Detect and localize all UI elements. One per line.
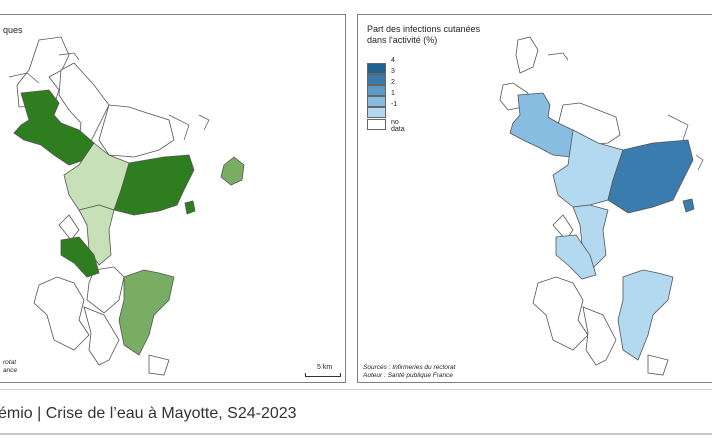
legend-label: 3 — [391, 68, 395, 75]
region-light-strip — [78, 204, 115, 266]
coast-north-top — [8, 72, 40, 84]
region-nodata-southwest — [33, 276, 90, 351]
region-pale-southwest — [555, 234, 597, 280]
coast-peninsula — [547, 52, 569, 61]
legend-swatch — [367, 74, 386, 85]
coast-east — [667, 114, 689, 141]
right-source-line1: Sources : Infirmeries du rectorat — [363, 364, 456, 371]
legend-swatch — [367, 96, 386, 107]
region-dark-southwest — [60, 236, 100, 278]
legend-swatch — [367, 63, 386, 74]
right-map-svg — [499, 36, 704, 376]
region-nodata-west-small — [58, 214, 80, 241]
region-nodata-southeast — [647, 354, 669, 376]
region-medium-islet-east — [220, 156, 245, 186]
region-nodata-southeast — [148, 354, 170, 376]
legend-title-line1: Part des infections cutanées — [367, 24, 481, 34]
region-nodata-west-small — [552, 214, 574, 241]
coast-east — [168, 114, 190, 141]
region-pale-strip — [572, 204, 609, 268]
coast-peninsula — [58, 52, 80, 61]
footer-divider — [0, 389, 712, 390]
region-nodata-northeast — [98, 104, 175, 158]
left-source-line1: rotat — [3, 359, 17, 366]
region-pale-south — [617, 269, 674, 361]
left-map-panel: ques rotat ance 5 km — [0, 14, 346, 383]
footer-caption: émio | Crise de l’eau à Mayotte, S24-202… — [0, 405, 297, 422]
legend-label: 2 — [391, 79, 395, 86]
legend-title-line2: dans l'activité (%) — [367, 35, 438, 45]
legend-title: Part des infections cutanées dans l'acti… — [367, 24, 480, 46]
left-map-svg — [8, 36, 245, 376]
region-medium-south — [118, 269, 175, 356]
region-nodata-north — [515, 36, 539, 74]
scale-label: 5 km — [317, 364, 333, 371]
region-blue-islet-small — [682, 198, 695, 213]
legend-swatch — [367, 107, 386, 118]
region-nodata-south — [83, 306, 120, 366]
right-map-panel: Part des infections cutanées dans l'acti… — [357, 14, 712, 383]
legend-swatch — [367, 85, 386, 96]
region-nodata-south — [582, 306, 617, 366]
left-source-line2: ance — [3, 367, 18, 374]
legend-label: 4 — [391, 57, 395, 64]
region-dark-islet-small — [184, 200, 196, 215]
legend-label: -1 — [391, 101, 398, 108]
region-nodata-southcenter — [86, 266, 125, 314]
region-dark-northwest — [13, 89, 95, 166]
left-map-title: ques — [3, 25, 23, 35]
scale-bar — [305, 373, 341, 377]
legend-label: no data — [391, 119, 405, 133]
region-nodata-southwest — [532, 276, 589, 351]
right-source-line2: Auteur : Santé publique France — [363, 372, 453, 379]
legend-label: 1 — [391, 90, 395, 97]
legend-swatch — [367, 119, 386, 130]
region-blue-east — [607, 139, 694, 214]
coast-right-islands — [695, 154, 704, 171]
footer-bottom-divider — [0, 433, 712, 435]
coast-right-islands — [198, 114, 210, 131]
